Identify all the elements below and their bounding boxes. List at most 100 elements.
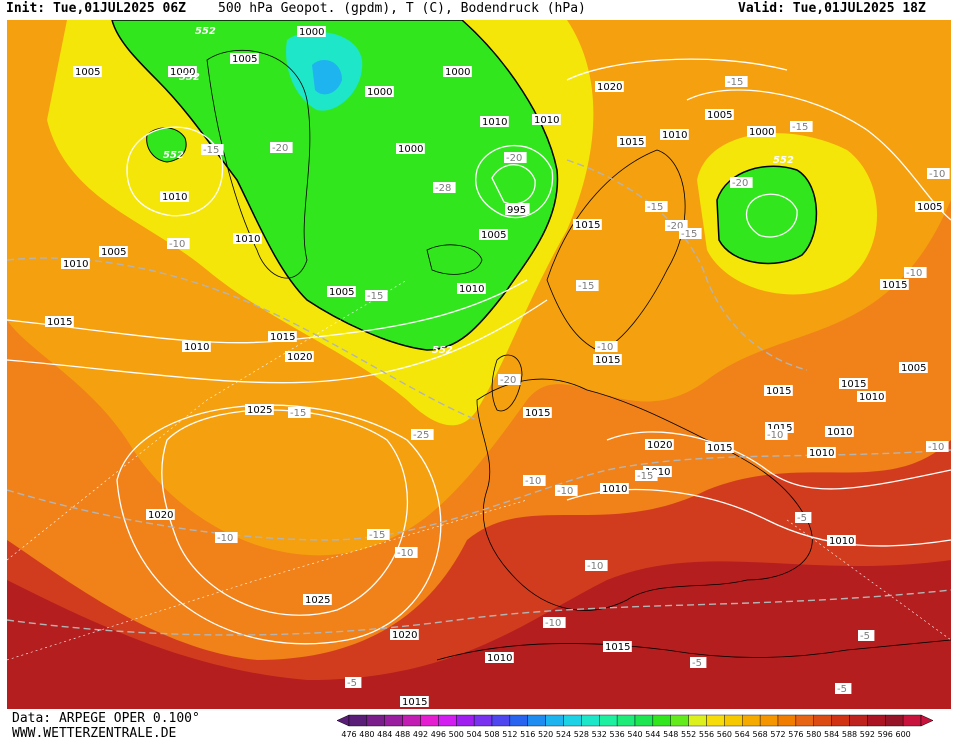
colorbar-tick-label: 488 — [395, 730, 410, 739]
temp-label: -5 — [795, 512, 812, 524]
temp-label-box — [645, 201, 668, 212]
pressure-label: 1020 — [390, 629, 419, 641]
temp-label-box — [926, 441, 949, 452]
pressure-label-text: 1010 — [602, 484, 627, 495]
colorbar-tick-label: 492 — [413, 730, 428, 739]
green-field — [111, 20, 559, 351]
temp-label: -10 — [215, 532, 238, 544]
temp-label: -28 — [433, 182, 456, 194]
temp-label-text: -10 — [169, 239, 185, 250]
colorbar-tick-label: 564 — [735, 730, 750, 739]
temp-label-box — [725, 76, 748, 87]
pressure-label-box — [827, 535, 856, 546]
temp-label-text: -15 — [578, 281, 594, 292]
height-label: 552 — [773, 155, 794, 166]
website: WWW.WETTERZENTRALE.DE — [12, 726, 177, 741]
temp-label-box — [504, 152, 527, 163]
temp-label-box — [555, 485, 578, 496]
temp-label-text: -25 — [413, 430, 429, 441]
colorbar-tick-label: 592 — [860, 730, 875, 739]
temp-label-box — [790, 121, 813, 132]
temp-label-text: -15 — [367, 291, 383, 302]
temp-label-text: -5 — [347, 678, 357, 689]
pressure-label-box — [160, 191, 189, 202]
meridian — [7, 279, 408, 561]
pressure-label-text: 1010 — [827, 427, 852, 438]
pressure-label-box — [390, 629, 419, 640]
colorbar-tick-label: 524 — [556, 730, 571, 739]
temp-label: -10 — [765, 429, 788, 441]
colorbar-swatch — [509, 714, 528, 727]
pressure-label-box — [807, 447, 836, 458]
pressure-label-text: 995 — [507, 205, 526, 216]
chart-footer: Data: ARPEGE OPER 0.100° WWW.WETTERZENTR… — [0, 709, 959, 741]
temp-label: -5 — [858, 630, 875, 642]
isobar — [126, 126, 224, 217]
pressure-label-text: 1010 — [662, 130, 687, 141]
colorbar-swatch — [402, 714, 421, 727]
pressure-label-box — [45, 316, 74, 327]
temp-label: -10 — [585, 560, 608, 572]
pressure-label-box — [485, 652, 514, 663]
pressure-label-text: 1015 — [605, 642, 630, 653]
pressure-label-box — [457, 283, 486, 294]
pressure-label-text: 1005 — [901, 363, 926, 374]
temp-label-text: -15 — [792, 122, 808, 133]
pressure-label: 1005 — [327, 286, 356, 298]
pressure-label: 1010 — [825, 426, 854, 438]
colorbar-right-arrow — [920, 714, 934, 727]
colorbar-tick-label: 540 — [627, 730, 642, 739]
colorbar-swatch — [759, 714, 779, 727]
colorbar-swatch — [491, 714, 511, 727]
temp-label-text: -10 — [525, 476, 541, 487]
pressure-label-text: 1025 — [305, 595, 330, 606]
isotherm — [7, 589, 951, 636]
isobar — [566, 58, 788, 81]
pressure-label: 1000 — [443, 66, 472, 78]
pressure-label-box — [233, 233, 262, 244]
colorbar-swatch — [545, 714, 564, 727]
temp-label-text: -10 — [557, 486, 573, 497]
europe-coast — [476, 378, 813, 611]
africa-coast — [436, 639, 951, 661]
colorbar-tick-label: 560 — [717, 730, 732, 739]
pressure-label: 1015 — [593, 354, 622, 366]
colorbar-swatch — [831, 714, 850, 727]
pressure-label: 1005 — [899, 362, 928, 374]
pressure-label: 1020 — [645, 439, 674, 451]
temp-label-text: -15 — [203, 145, 219, 156]
colorbar-tick-label: 584 — [824, 730, 839, 739]
pressure-label: 1015 — [765, 422, 794, 434]
temp-label-text: -20 — [667, 221, 683, 232]
pressure-label: 1005 — [915, 201, 944, 213]
pressure-label-text: 1015 — [841, 379, 866, 390]
pressure-label-text: 1015 — [707, 443, 732, 454]
weather-map-svg: 1005 1000 1000 1000 1000 1005 1020 1010 1005 1005… — [7, 20, 951, 709]
colorbar-tick-label: 484 — [377, 730, 392, 739]
temp-label: -15 — [725, 76, 748, 88]
pressure-label-box — [595, 81, 624, 92]
pressure-label-box — [899, 362, 928, 373]
temp-label-box — [345, 677, 362, 688]
pressure-label: 1005 — [99, 246, 128, 258]
height-label: 552 — [179, 72, 200, 83]
valid-time: Valid: Tue,01JUL2025 18Z — [738, 1, 926, 16]
iceland-coast — [426, 244, 483, 275]
temp-label: -15 — [576, 280, 599, 292]
temp-label-box — [433, 182, 456, 193]
temp-label: -10 — [926, 441, 949, 453]
pressure-label: 1010 — [532, 114, 561, 126]
colorbar-swatch — [563, 714, 582, 727]
temp-label-text: -15 — [681, 229, 697, 240]
colorbar-swatch — [384, 714, 403, 727]
pressure-label-text: 1000 — [299, 27, 324, 38]
colorbar-tick-label: 532 — [592, 730, 607, 739]
weather-map: 1005 1000 1000 1000 1000 1005 1020 1010 1005 1005… — [7, 20, 951, 709]
temp-label-box — [543, 617, 566, 628]
temp-label-text: -10 — [906, 268, 922, 279]
pressure-label: 1005 — [230, 53, 259, 65]
isobar — [116, 404, 442, 645]
temp-label: -15 — [790, 121, 813, 133]
pressure-label: 1000 — [168, 66, 197, 78]
temp-label-text: -15 — [647, 202, 663, 213]
